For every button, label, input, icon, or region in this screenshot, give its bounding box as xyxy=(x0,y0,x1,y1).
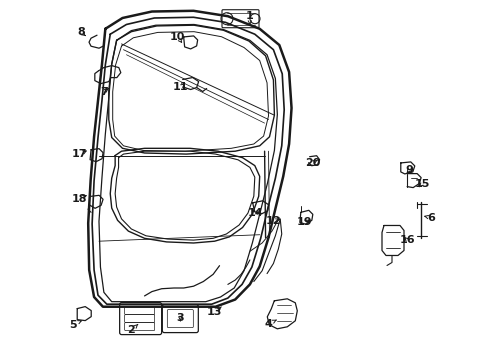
Text: 1: 1 xyxy=(246,11,254,21)
Text: 9: 9 xyxy=(405,165,413,175)
Text: 17: 17 xyxy=(72,149,87,159)
Text: 15: 15 xyxy=(415,179,430,189)
Text: 3: 3 xyxy=(176,312,184,323)
Text: 16: 16 xyxy=(400,235,416,246)
Text: 14: 14 xyxy=(248,208,264,218)
Text: 5: 5 xyxy=(69,320,76,330)
Text: 2: 2 xyxy=(127,325,135,336)
Text: 18: 18 xyxy=(72,194,87,204)
Text: 6: 6 xyxy=(427,213,435,223)
Text: 19: 19 xyxy=(297,217,313,228)
Text: 20: 20 xyxy=(305,158,320,168)
Text: 8: 8 xyxy=(77,27,85,37)
Text: 11: 11 xyxy=(172,82,188,92)
Text: 4: 4 xyxy=(265,319,272,329)
Text: 7: 7 xyxy=(100,87,108,97)
Text: 13: 13 xyxy=(207,307,222,318)
Text: 10: 10 xyxy=(170,32,185,42)
Text: 12: 12 xyxy=(266,216,281,226)
